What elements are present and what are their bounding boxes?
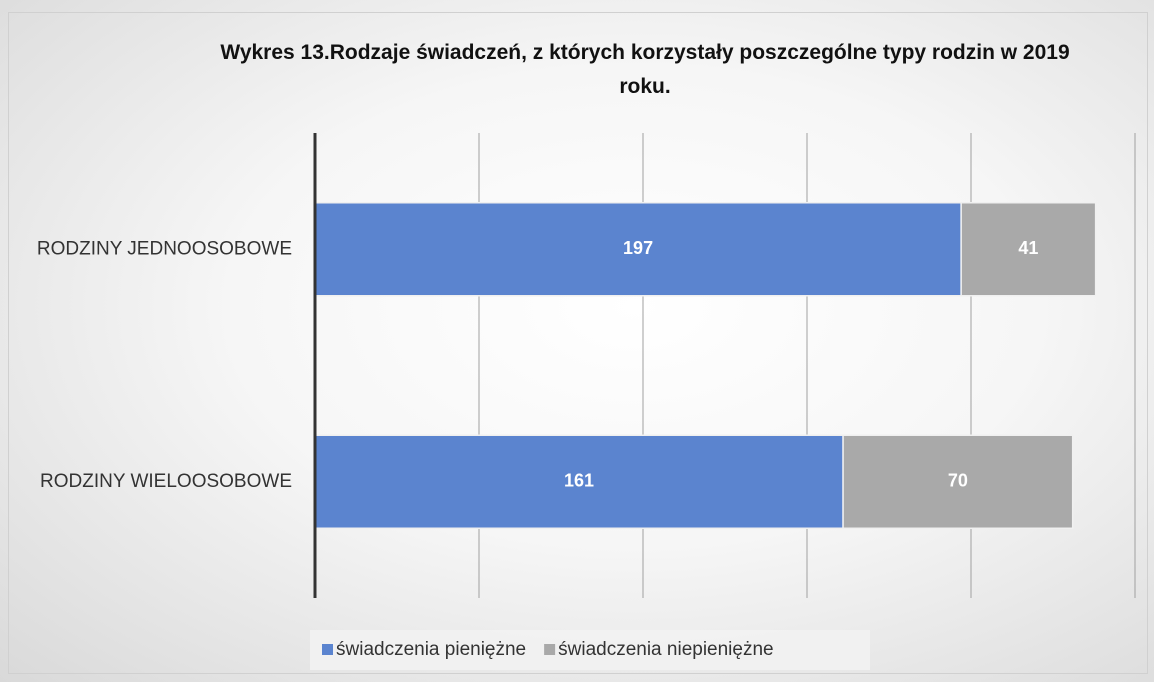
legend-swatch: [544, 644, 556, 655]
legend-box: [310, 630, 870, 670]
data-label: 70: [948, 471, 968, 491]
y-tick-label: RODZINY JEDNOOSOBOWE: [37, 238, 292, 259]
y-tick-label: RODZINY WIELOOSOBOWE: [40, 471, 292, 492]
data-label: 197: [623, 238, 653, 258]
legend-swatch: [322, 644, 333, 655]
data-label: 161: [564, 471, 594, 491]
chart-title: Wykres 13.Rodzaje świadczeń, z których k…: [220, 41, 1070, 98]
chart-frame: [8, 12, 1148, 674]
legend-label: świadczenia niepieniężne: [558, 639, 773, 660]
bar: [842, 434, 1074, 529]
bar: [960, 202, 1097, 297]
legend-label: świadczenia pieniężne: [336, 639, 526, 660]
data-label: 41: [1018, 238, 1038, 258]
